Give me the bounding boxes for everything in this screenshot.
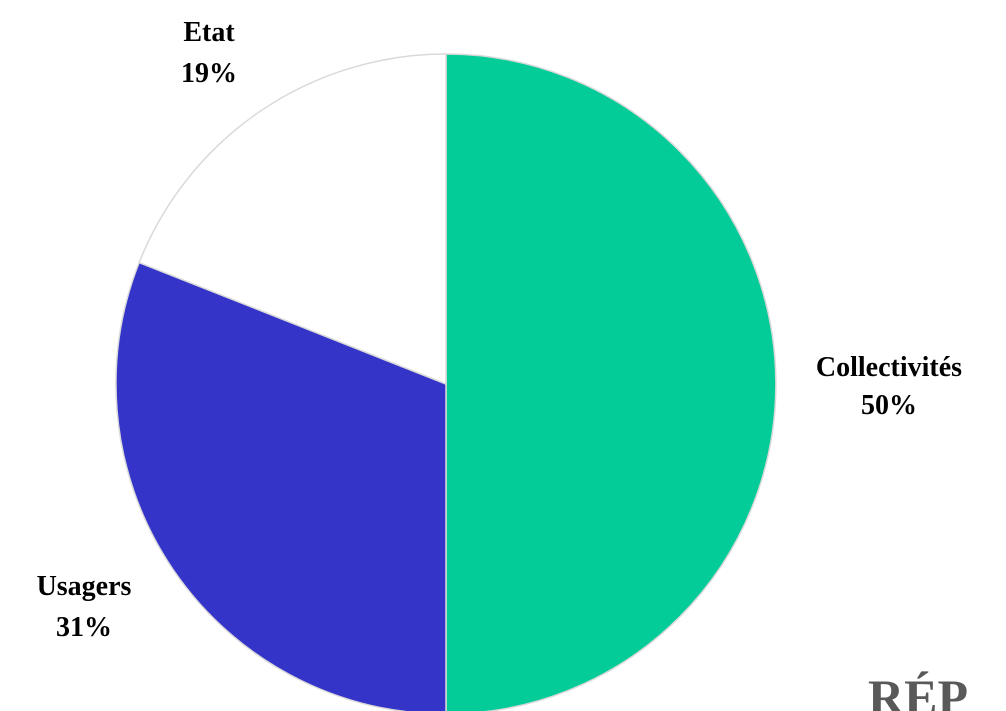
slice-name-collectivites: Collectivités	[816, 352, 962, 383]
slice-percent-usagers: 31%	[56, 612, 112, 643]
pie-slice-etat	[138, 53, 447, 386]
pie-slice-usagers	[115, 261, 447, 711]
slice-name-usagers: Usagers	[37, 571, 132, 602]
slice-label-etat: Etat	[183, 17, 235, 48]
pie-slice-collectivites	[445, 53, 777, 711]
pie-slices	[115, 53, 777, 711]
slice-percent-value-collectivites: 50%	[861, 390, 917, 421]
slice-label-usagers: Usagers	[37, 571, 132, 602]
slice-percent-value-etat: 19%	[181, 58, 237, 89]
slice-percent-etat: 19%	[181, 58, 237, 89]
slice-name-etat: Etat	[183, 17, 235, 48]
pie-labels: Collectivités 50% Usagers 31% Etat 19%	[37, 17, 963, 643]
footer-heading-fragment: RÉP	[868, 669, 968, 711]
slice-label-collectivites: Collectivités	[816, 352, 962, 383]
slice-percent-value-usagers: 31%	[56, 612, 112, 643]
slice-percent-collectivites: 50%	[861, 390, 917, 421]
